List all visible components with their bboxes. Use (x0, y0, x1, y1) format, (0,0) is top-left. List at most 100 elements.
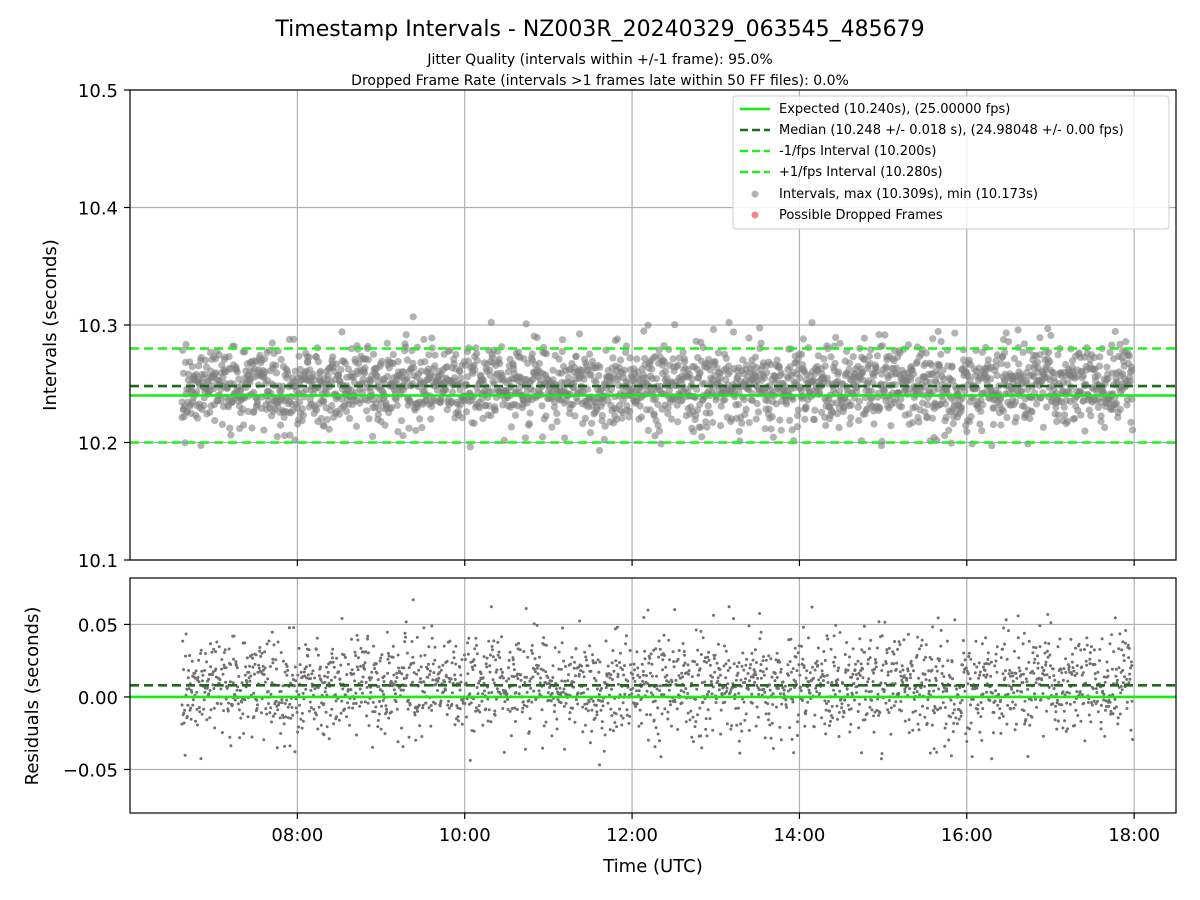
residual-point (200, 712, 204, 716)
interval-point (470, 419, 478, 427)
residual-point (624, 642, 628, 646)
residual-point (992, 711, 996, 714)
residual-point (219, 687, 223, 691)
residual-point (1057, 680, 1061, 684)
residual-point (989, 660, 993, 664)
residual-point (562, 659, 566, 663)
residual-point (566, 679, 570, 683)
interval-point (586, 350, 594, 358)
residual-point (1001, 714, 1005, 718)
interval-point (431, 362, 439, 370)
residual-point (562, 704, 566, 708)
interval-point (1085, 406, 1093, 414)
residual-point (941, 701, 945, 705)
residual-point (485, 665, 489, 669)
interval-point (909, 418, 917, 427)
residual-point (676, 657, 680, 661)
residual-point (1044, 663, 1048, 667)
residual-point (413, 713, 417, 717)
residual-point (969, 721, 973, 725)
residual-point (992, 731, 995, 735)
interval-point (486, 371, 494, 379)
intervals-y-tick-label: 10.3 (78, 316, 118, 337)
residual-point (231, 681, 235, 685)
interval-point (1053, 417, 1061, 426)
residual-point (1062, 709, 1066, 713)
interval-point (992, 362, 1000, 370)
residual-point (753, 648, 757, 652)
residual-point (785, 705, 788, 709)
residual-point (840, 706, 844, 710)
residual-point (1080, 673, 1084, 677)
residual-point (683, 653, 687, 657)
interval-point (775, 363, 784, 371)
residual-point (506, 698, 509, 701)
residual-point (508, 709, 512, 713)
residual-point (621, 668, 625, 672)
residual-point (971, 698, 975, 701)
interval-point (211, 417, 219, 425)
residual-point (781, 680, 785, 684)
interval-point (667, 415, 676, 423)
residual-point (220, 667, 223, 671)
residual-point (759, 630, 763, 634)
residual-point (662, 633, 666, 637)
residual-point (279, 732, 283, 735)
residual-point (308, 663, 312, 667)
residual-point (877, 714, 881, 717)
residual-point (708, 717, 712, 721)
interval-point (1104, 375, 1112, 383)
residual-point (323, 674, 327, 678)
residual-point (648, 656, 652, 660)
residual-point (453, 673, 457, 677)
residual-point (461, 699, 465, 703)
residual-point (283, 670, 287, 674)
residual-point (579, 669, 583, 673)
residual-point (947, 738, 951, 742)
residual-point (355, 633, 359, 637)
residual-point (255, 698, 259, 702)
interval-point (855, 397, 864, 405)
residual-point (893, 640, 897, 643)
interval-point (753, 400, 761, 408)
interval-point (1101, 423, 1109, 432)
residual-point (867, 677, 871, 681)
residual-point (1074, 646, 1078, 650)
residual-point (256, 670, 260, 674)
interval-point (767, 425, 775, 433)
residual-point (654, 726, 658, 730)
residual-point (1077, 642, 1081, 646)
residual-point (486, 697, 490, 701)
interval-point (935, 361, 944, 369)
residual-point (736, 706, 740, 710)
residual-point (782, 688, 786, 692)
residual-point (1041, 734, 1045, 738)
residual-point (605, 674, 609, 678)
residual-point (940, 672, 944, 675)
interval-point (757, 339, 765, 347)
residual-point (269, 706, 273, 710)
residual-point (872, 730, 876, 734)
interval-point (922, 349, 930, 357)
residual-point (751, 658, 755, 662)
residual-point (757, 688, 761, 692)
residual-point (975, 686, 979, 690)
interval-point (491, 406, 499, 414)
residual-point (393, 683, 397, 687)
interval-point (394, 357, 402, 366)
residual-point (840, 702, 844, 706)
interval-point (464, 373, 472, 381)
residual-point (307, 648, 311, 652)
residual-point (366, 634, 370, 638)
residual-point (699, 629, 703, 633)
residual-point (354, 691, 358, 695)
residual-point (822, 674, 826, 678)
residual-point (1115, 678, 1119, 682)
residual-point (405, 651, 409, 655)
residual-point (428, 669, 432, 673)
interval-point (1001, 349, 1009, 357)
interval-point (1049, 369, 1057, 377)
residual-point (1032, 661, 1036, 665)
residual-point (532, 689, 536, 693)
interval-point (711, 358, 719, 366)
